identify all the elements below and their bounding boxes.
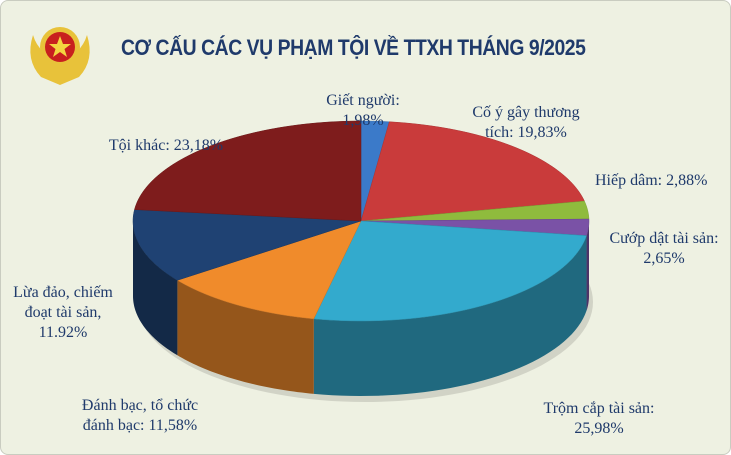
slice-1	[360, 121, 585, 222]
slice-side-4	[313, 235, 587, 396]
value-trom-cap: 25,98%	[574, 420, 624, 437]
police-emblem-icon	[30, 27, 90, 85]
label-giet-nguoi: Giết người:	[326, 92, 400, 109]
slice-6	[132, 209, 362, 281]
label-co-y: Cố ý gây thương	[472, 104, 580, 121]
chart-title: CƠ CẤU CÁC VỤ PHẠM TỘI VỀ TTXH THÁNG 9/2…	[121, 35, 586, 60]
value-giet-nguoi: 1,98%	[342, 112, 384, 129]
slice-3	[360, 218, 590, 236]
slice-7	[134, 120, 362, 222]
slice-2	[360, 200, 590, 222]
value-lua-dao-pct: 11.92%	[38, 324, 88, 341]
label-danh-bac: Đánh bạc, tổ chức	[81, 397, 199, 414]
value-co-y: tích: 19,83%	[485, 124, 567, 141]
slice-side-5	[177, 280, 314, 394]
label-trom-cap: Trộm cắp tài sản:	[543, 400, 655, 417]
label-lua-dao: Lừa đảo, chiếm	[13, 284, 113, 301]
value-danh-bac: đánh bạc: 11,58%	[82, 417, 198, 434]
slice-4	[313, 220, 587, 322]
label-toi-khac: Tội khác: 23,18%	[108, 137, 224, 154]
value-lua-dao: đoạt tài sản,	[24, 304, 102, 321]
slice-side-6	[133, 221, 178, 356]
slice-side-3	[586, 221, 589, 311]
slice-5	[176, 220, 362, 320]
label-hiep-dam: Hiếp dâm: 2,88%	[595, 172, 708, 189]
label-cuop: Cướp dật tài sản:	[609, 230, 719, 247]
value-cuop: 2,65%	[643, 250, 685, 267]
